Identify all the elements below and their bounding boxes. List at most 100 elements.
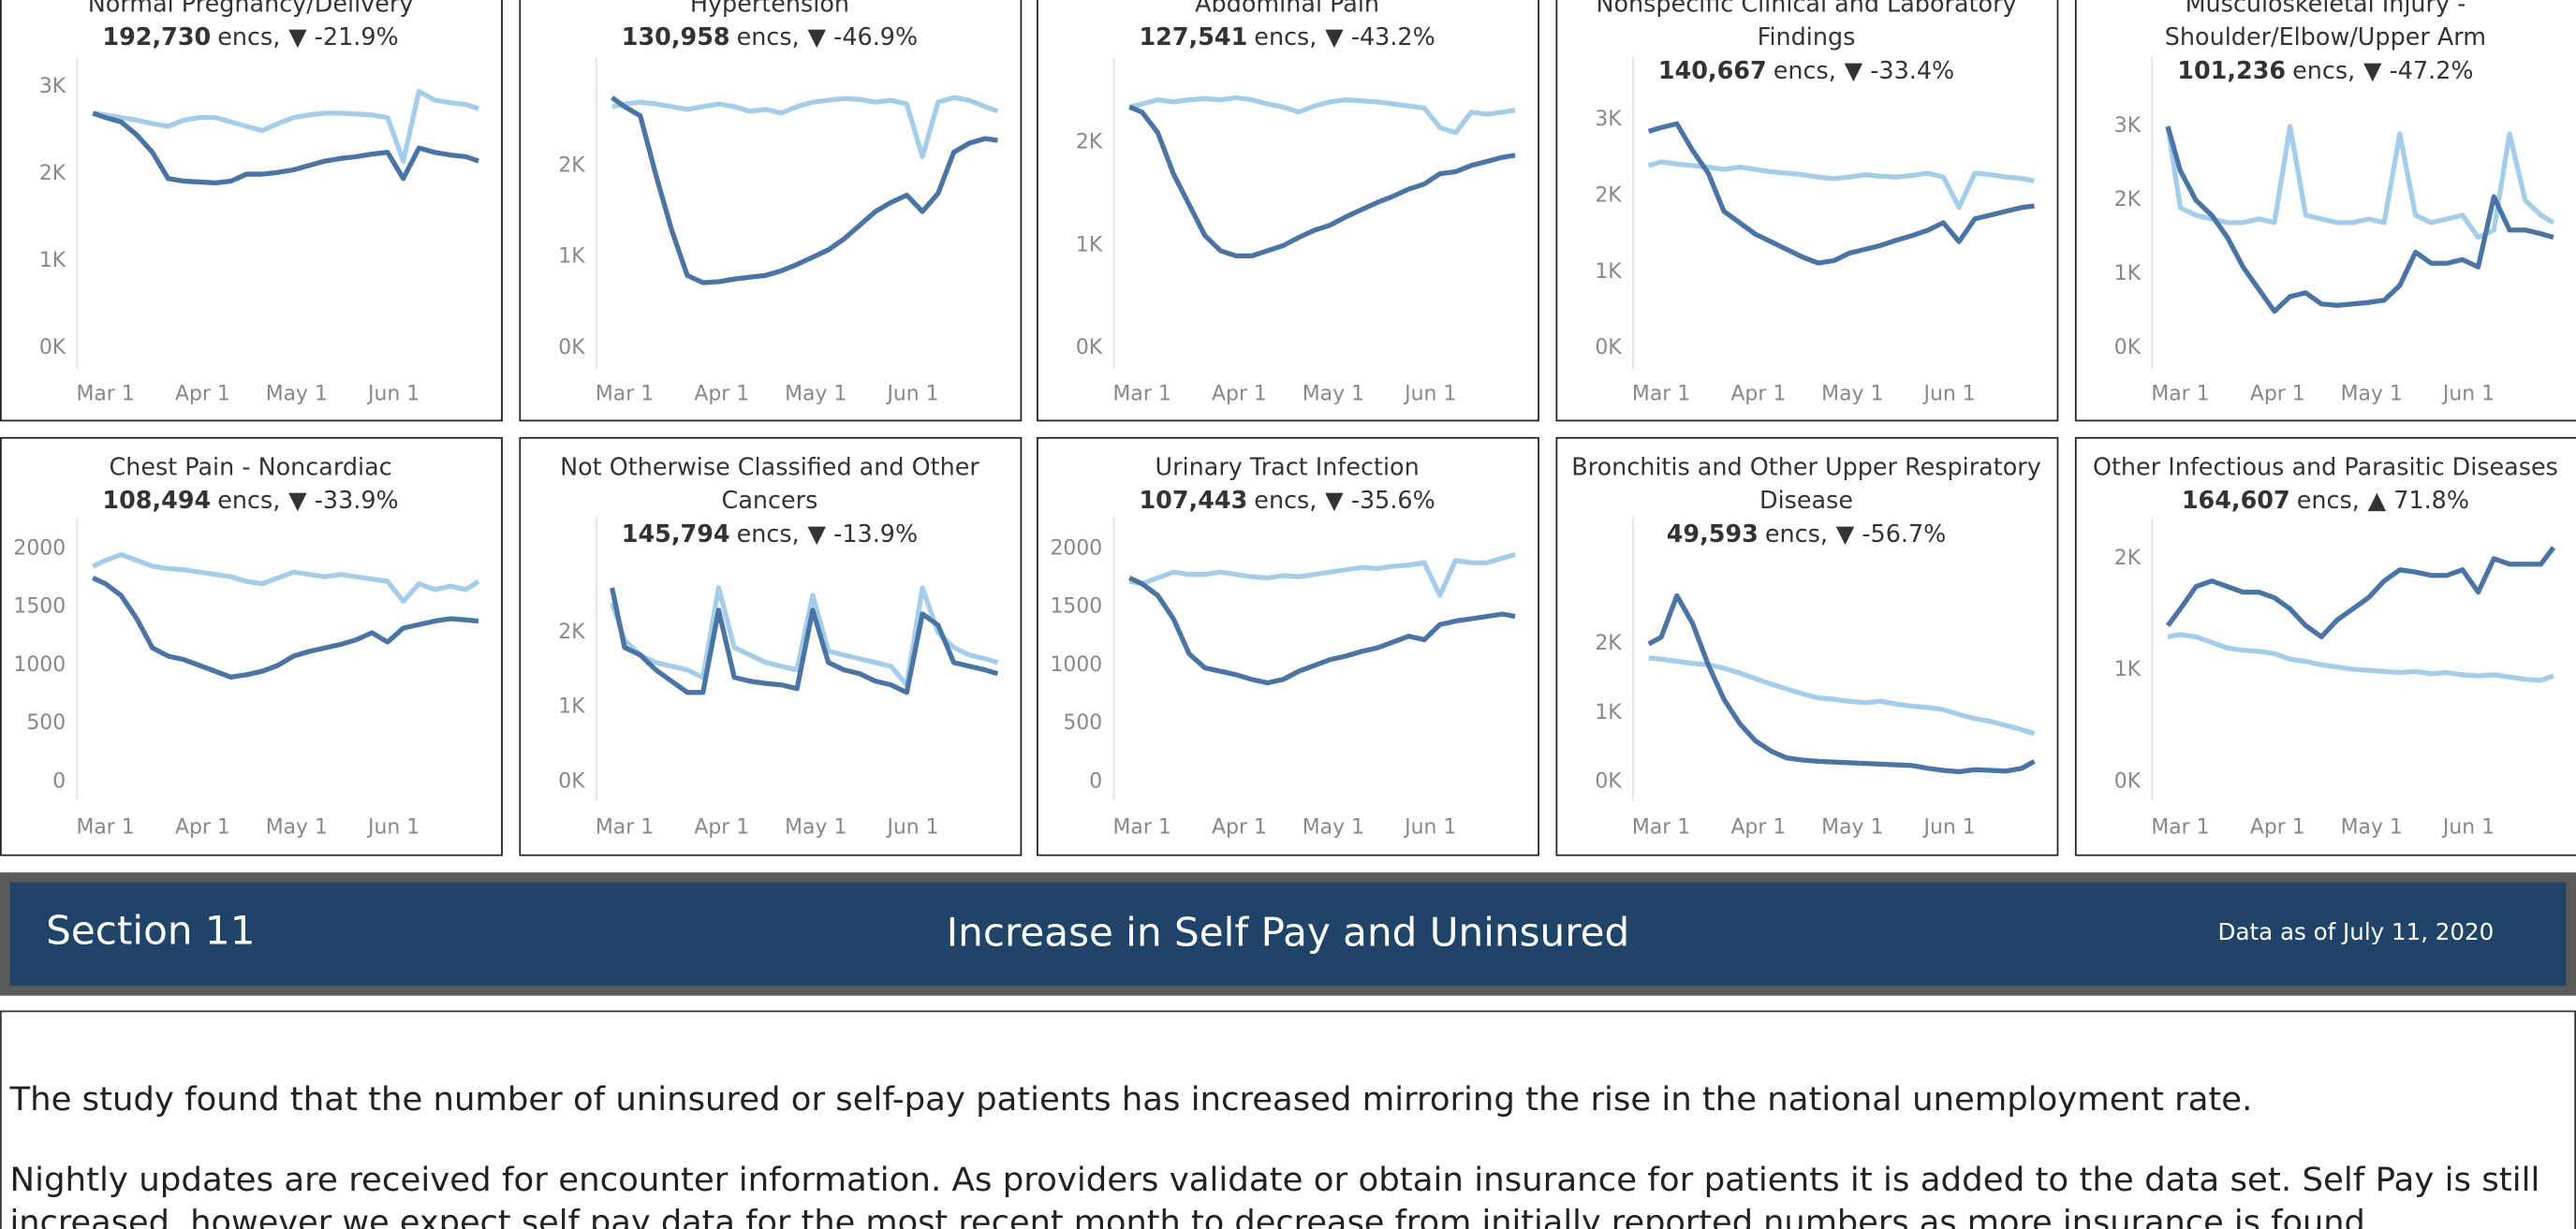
- chart-subtitle: 192,730 encs, ▼ -21.9%: [102, 22, 398, 51]
- section-label: Section 11: [46, 908, 255, 954]
- chart-subtitle: 140,667 encs, ▼ -33.4%: [1658, 56, 1954, 84]
- x-tick-label: Apr 1: [2250, 382, 2305, 405]
- x-tick-label: May 1: [1303, 816, 1364, 840]
- encounter-unit: encs,: [1254, 486, 1317, 514]
- chart-title: Other Infectious and Parasitic Diseases: [2093, 452, 2558, 480]
- series-line: [92, 551, 480, 604]
- y-tick-label: 500: [1063, 711, 1102, 735]
- x-tick-label: Apr 1: [2250, 816, 2305, 840]
- y-tick-label: 0K: [558, 770, 585, 794]
- y-tick-label: 500: [26, 711, 66, 735]
- x-tick-label: May 1: [785, 816, 846, 840]
- series-line: [92, 576, 479, 680]
- x-tick-label: May 1: [266, 816, 328, 840]
- encounter-unit: encs,: [1254, 22, 1317, 51]
- x-tick-label: Apr 1: [1730, 382, 1786, 405]
- y-tick-label: 0K: [2114, 770, 2142, 794]
- chart-subtitle: 108,494 encs, ▼ -33.9%: [102, 486, 398, 514]
- x-tick-label: Apr 1: [175, 382, 230, 405]
- x-tick-label: Mar 1: [2151, 816, 2209, 840]
- chart-subtitle: 145,794 encs, ▼ -13.9%: [622, 519, 918, 548]
- x-tick-label: Mar 1: [1113, 382, 1171, 405]
- chart-title: Not Otherwise Classified and Other: [560, 452, 979, 480]
- y-tick-label: 1K: [2114, 658, 2142, 681]
- percent-change: ▼ -21.9%: [288, 22, 399, 51]
- chart-title: Urinary Tract Infection: [1156, 452, 1420, 480]
- x-tick-label: Jun 1: [1403, 816, 1456, 840]
- percent-change: ▼ -33.4%: [1845, 56, 1955, 84]
- x-tick-label: Mar 1: [1632, 382, 1690, 405]
- x-tick-label: Apr 1: [1212, 816, 1267, 840]
- percent-change: ▼ -33.9%: [288, 486, 399, 514]
- body-text: The study found that the number of unins…: [9, 1080, 2253, 1119]
- y-tick-label: 2K: [1595, 632, 1622, 655]
- section-title: Increase in Self Pay and Uninsured: [947, 909, 1630, 955]
- y-tick-label: 3K: [2114, 114, 2142, 138]
- x-tick-label: Mar 1: [1113, 816, 1171, 840]
- panel: [1037, 0, 1539, 422]
- series-line: [92, 89, 479, 164]
- chart-subtitle: 49,593 encs, ▼ -56.7%: [1667, 519, 1947, 548]
- y-tick-label: 1K: [2114, 262, 2142, 285]
- series-line: [1647, 159, 2035, 211]
- encounter-unit: encs,: [737, 22, 800, 51]
- series-line: [611, 95, 999, 160]
- x-tick-label: Apr 1: [175, 816, 230, 840]
- encounter-count: 130,958: [622, 22, 730, 51]
- percent-change: ▼ -46.9%: [808, 22, 919, 51]
- percent-change: ▲ 71.8%: [2368, 486, 2469, 514]
- encounter-unit: encs,: [737, 519, 800, 548]
- y-tick-label: 1K: [1595, 260, 1622, 284]
- y-tick-label: 1000: [1050, 653, 1102, 677]
- x-tick-label: Jun 1: [366, 382, 420, 405]
- encounter-count: 49,593: [1667, 519, 1759, 548]
- chart-title: Findings: [1758, 22, 1856, 51]
- y-tick-label: 1500: [13, 595, 66, 619]
- y-tick-label: 3K: [39, 75, 66, 98]
- chart-title: Chest Pain - Noncardiac: [109, 452, 391, 480]
- series-line: [1128, 576, 1516, 686]
- series-line: [611, 95, 998, 285]
- series-line: [2165, 125, 2554, 315]
- y-tick-label: 0: [1089, 770, 1102, 794]
- encounter-count: 192,730: [102, 22, 211, 51]
- x-tick-label: Mar 1: [2151, 382, 2209, 405]
- y-tick-label: 2K: [1595, 183, 1622, 207]
- x-tick-label: Apr 1: [694, 816, 749, 840]
- series-line: [1647, 593, 2036, 775]
- body-text: Nightly updates are received for encount…: [10, 1161, 2540, 1199]
- encounter-count: 140,667: [1658, 56, 1767, 84]
- panel: [0, 436, 503, 856]
- chart-title: Normal Pregnancy/Delivery: [88, 0, 414, 17]
- y-tick-label: 1000: [13, 653, 66, 677]
- x-tick-label: May 1: [1303, 382, 1364, 405]
- y-tick-label: 1K: [1595, 701, 1622, 724]
- series-line: [92, 110, 479, 186]
- encounter-count: 107,443: [1139, 486, 1247, 514]
- percent-change: ▼ -35.6%: [1325, 486, 1435, 514]
- chart-subtitle: 107,443 encs, ▼ -35.6%: [1139, 486, 1435, 514]
- panel: [0, 0, 503, 422]
- x-tick-label: Jun 1: [885, 382, 938, 405]
- x-tick-label: May 1: [1821, 382, 1883, 405]
- percent-change: ▼ -13.9%: [808, 519, 919, 548]
- y-tick-label: 1K: [558, 695, 585, 719]
- percent-change: ▼ -43.2%: [1325, 22, 1435, 51]
- panel: [1555, 0, 2059, 422]
- y-tick-label: 1K: [558, 245, 585, 269]
- x-tick-label: Jun 1: [885, 816, 938, 840]
- chart-subtitle: 130,958 encs, ▼ -46.9%: [622, 22, 918, 51]
- banner: [9, 882, 2567, 987]
- x-tick-label: Mar 1: [76, 816, 134, 840]
- chart-subtitle: 164,607 encs, ▲ 71.8%: [2182, 486, 2469, 514]
- panel: [519, 0, 1023, 422]
- x-tick-label: Jun 1: [1922, 816, 1976, 840]
- encounter-count: 164,607: [2182, 486, 2290, 514]
- x-tick-label: May 1: [266, 382, 328, 405]
- x-tick-label: Mar 1: [1632, 816, 1690, 840]
- y-tick-label: 0: [52, 770, 66, 794]
- series-line: [1647, 121, 2035, 266]
- encounter-count: 145,794: [622, 519, 730, 548]
- body-text: increased, however we expect self pay da…: [10, 1204, 2376, 1229]
